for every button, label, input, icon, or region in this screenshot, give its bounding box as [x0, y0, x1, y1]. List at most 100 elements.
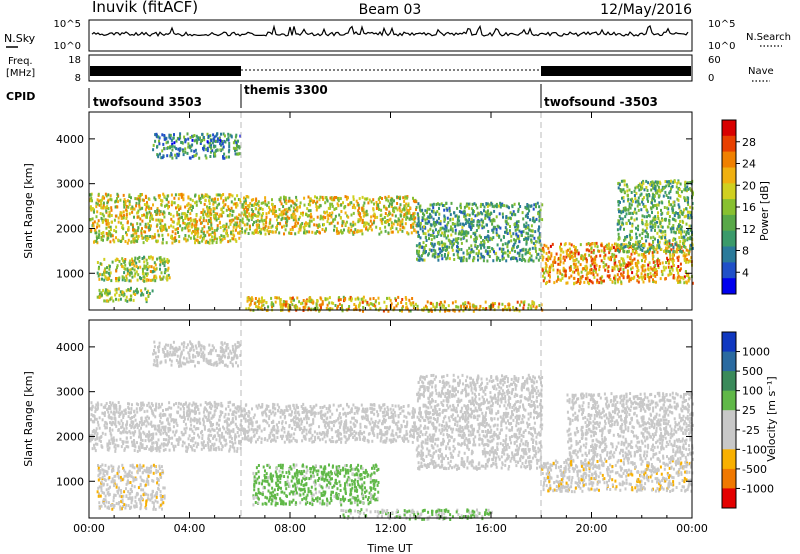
heatmap-cell [331, 307, 334, 311]
heatmap-cell [98, 277, 101, 281]
heatmap-cell [562, 256, 565, 260]
heatmap-cell [618, 221, 621, 225]
heatmap-cell [353, 303, 356, 306]
heatmap-cell [302, 305, 305, 309]
heatmap-cell [194, 148, 197, 152]
heatmap-cell [424, 225, 426, 229]
heatmap-cell [449, 228, 452, 232]
heatmap-cell [174, 236, 177, 240]
heatmap-cell [654, 215, 657, 219]
heatmap-cell [274, 230, 277, 234]
heatmap-cell [256, 225, 259, 229]
heatmap-cell [389, 212, 392, 216]
heatmap-cell [637, 253, 640, 257]
y-tick-label: 4000 [56, 133, 84, 146]
heatmap-cell [631, 236, 633, 240]
heatmap-cell [290, 297, 293, 300]
heatmap-cell [146, 268, 149, 272]
heatmap-cell [639, 187, 642, 191]
heatmap-cell [237, 224, 240, 228]
heatmap-cell [477, 212, 480, 216]
heatmap-cell [595, 263, 598, 267]
heatmap-cell [260, 231, 262, 235]
heatmap-cell [505, 228, 508, 232]
heatmap-cell [250, 208, 253, 212]
heatmap-cell [223, 204, 226, 208]
heatmap-cell [410, 231, 413, 235]
heatmap-cell [238, 145, 241, 149]
heatmap-cell [626, 275, 629, 279]
heatmap-cell [607, 244, 610, 248]
velocity-panel: 00:00 04:00 08:00 12:00 16:00 20:00 00:0010002… [22, 319, 708, 554]
heatmap-cell [648, 261, 651, 265]
heatmap-cell [452, 238, 455, 242]
heatmap-cell [126, 440, 129, 444]
heatmap-cell [234, 216, 237, 220]
heatmap-cell [283, 232, 285, 236]
heatmap-cell [491, 222, 494, 226]
heatmap-cell [398, 206, 401, 210]
heatmap-cell [367, 222, 370, 226]
heatmap-cell [135, 261, 138, 265]
heatmap-cell [456, 218, 459, 222]
heatmap-cell [337, 304, 339, 308]
heatmap-cell [444, 224, 447, 228]
heatmap-cell [318, 224, 321, 228]
heatmap-cell [232, 428, 235, 432]
heatmap-cell [687, 260, 690, 264]
heatmap-cell [136, 257, 139, 261]
heatmap-cell [388, 218, 391, 222]
heatmap-cell [465, 305, 468, 309]
heatmap-cell [159, 405, 162, 409]
heatmap-cell [136, 449, 139, 453]
heatmap-cell [184, 214, 187, 218]
heatmap-cell [148, 265, 151, 268]
heatmap-cell [136, 222, 139, 226]
heatmap-cell [623, 243, 626, 247]
heatmap-cell [645, 179, 648, 183]
heatmap-cell [364, 299, 367, 303]
heatmap-cell [591, 257, 594, 261]
heatmap-cell [318, 198, 321, 202]
heatmap-cell [265, 215, 268, 219]
heatmap-cell [591, 281, 594, 285]
heatmap-cell [641, 200, 644, 204]
heatmap-cell [689, 205, 692, 209]
heatmap-cell [652, 193, 655, 197]
heatmap-cell [396, 202, 399, 205]
heatmap-cell [123, 409, 126, 413]
heatmap-cell [202, 442, 205, 446]
heatmap-cell [435, 305, 438, 309]
heatmap-cell [252, 198, 255, 202]
heatmap-cell [132, 298, 135, 302]
heatmap-cell [101, 212, 104, 216]
heatmap-cell [279, 302, 282, 306]
heatmap-cell [149, 216, 151, 220]
heatmap-cell [93, 210, 95, 214]
heatmap-cell [481, 212, 484, 216]
heatmap-cell [239, 218, 242, 222]
heatmap-cell [673, 250, 676, 254]
heatmap-cell [102, 204, 105, 208]
heatmap-cell [177, 154, 180, 158]
heatmap-cell [101, 293, 103, 297]
heatmap-cell [423, 245, 426, 249]
heatmap-cell [235, 435, 238, 439]
heatmap-cell [212, 444, 215, 448]
heatmap-cell [445, 236, 448, 240]
heatmap-cell [157, 233, 160, 237]
heatmap-cell [222, 199, 225, 203]
heatmap-cell [122, 259, 124, 263]
heatmap-cell [128, 212, 131, 216]
heatmap-cell [184, 234, 187, 237]
heatmap-cell [679, 210, 682, 214]
heatmap-cell [219, 139, 222, 143]
heatmap-cell [358, 219, 361, 223]
heatmap-cell [207, 240, 209, 244]
heatmap-cell [158, 256, 161, 260]
heatmap-cell [575, 268, 578, 272]
heatmap-cell [368, 303, 370, 307]
heatmap-cell [90, 228, 93, 232]
heatmap-cell [654, 229, 656, 232]
heatmap-cell [432, 217, 435, 221]
